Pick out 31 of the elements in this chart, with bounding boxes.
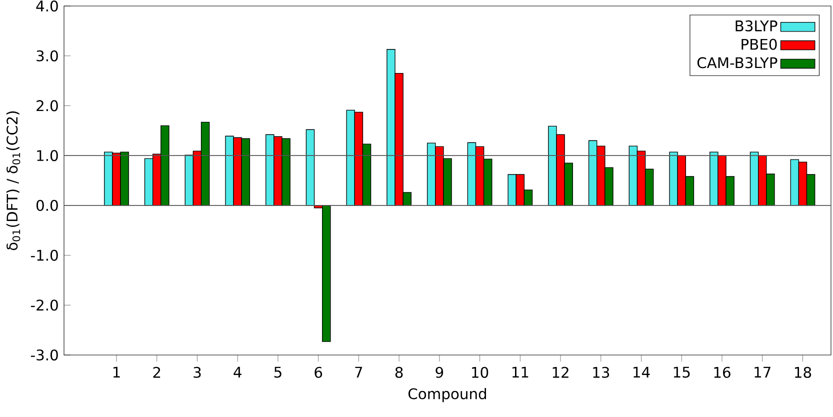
x-tick-label: 15 bbox=[674, 366, 690, 378]
x-tick-label: 18 bbox=[795, 366, 812, 378]
x-tick-label: 4 bbox=[234, 366, 242, 378]
y-tick-label: 4.0 bbox=[36, 0, 58, 12]
x-tick-label: 14 bbox=[634, 366, 650, 378]
x-tick-label: 3 bbox=[194, 366, 201, 378]
x-tick-label: 12 bbox=[552, 366, 568, 378]
x-tick-label: 2 bbox=[153, 366, 160, 378]
x-tick-label: 10 bbox=[472, 366, 488, 378]
legend-label: CAM-B3LYP bbox=[697, 57, 778, 68]
y-tick-label: -2.0 bbox=[30, 300, 58, 311]
y-tick-label: 0.0 bbox=[36, 200, 58, 211]
x-tick-label: 6 bbox=[314, 366, 322, 378]
x-tick-label: 9 bbox=[436, 366, 444, 378]
x-tick-label: 8 bbox=[395, 366, 403, 378]
legend-label: B3LYP bbox=[736, 20, 778, 32]
x-axis-title: Compound bbox=[408, 388, 486, 402]
y-tick-label: 2.0 bbox=[36, 100, 58, 112]
y-tick-label: -3.0 bbox=[30, 349, 58, 361]
x-tick-label: 17 bbox=[754, 366, 770, 378]
x-tick-label: 5 bbox=[274, 366, 282, 378]
y-tick-label: 3.0 bbox=[36, 50, 58, 62]
y-tick-label: 1.0 bbox=[37, 150, 58, 162]
legend-label: PBE0 bbox=[742, 38, 777, 50]
y-axis-title: δ$_{01}$(DFT) / δ$_{01}$(CC2) bbox=[6, 111, 20, 250]
x-tick-label: 1 bbox=[113, 366, 120, 378]
x-tick-label: 13 bbox=[593, 366, 610, 378]
x-tick-label: 11 bbox=[512, 366, 528, 378]
x-tick-label: 7 bbox=[355, 366, 362, 378]
y-tick-label: -1.0 bbox=[30, 250, 58, 261]
x-tick-label: 16 bbox=[714, 366, 730, 378]
